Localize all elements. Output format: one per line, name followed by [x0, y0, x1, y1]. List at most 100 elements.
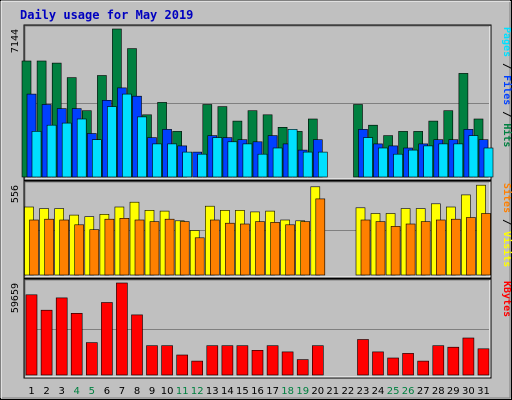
bar-kbytes-day-1	[25, 294, 38, 376]
bar-kbytes-day-6	[101, 302, 113, 376]
bar-pages-day-15	[242, 143, 253, 178]
x-tick-day-28: 28	[432, 386, 445, 397]
bar-kbytes-day-23	[357, 339, 369, 376]
legend-part: /	[501, 57, 512, 75]
legend-hits-files-pages: Pages / Files / Hits	[501, 27, 512, 147]
bar-pages-day-9	[152, 143, 162, 178]
panel-hits-files-pages	[21, 24, 494, 181]
bar-kbytes-day-17	[266, 345, 279, 376]
bar-sites-day-28	[435, 219, 446, 276]
x-tick-day-9: 9	[149, 386, 155, 397]
bar-kbytes-day-12	[191, 360, 203, 376]
bar-sites-day-29	[450, 218, 461, 276]
x-tick-day-8: 8	[134, 386, 140, 397]
bar-sites-day-11	[179, 221, 190, 276]
x-tick-day-2: 2	[43, 386, 49, 397]
bar-sites-day-24	[375, 221, 386, 276]
bar-kbytes-day-3	[55, 297, 68, 376]
x-tick-day-5: 5	[89, 386, 95, 397]
bar-sites-day-30	[466, 217, 476, 276]
bar-kbytes-day-25	[387, 357, 399, 376]
x-tick-day-21: 21	[326, 386, 339, 397]
bar-kbytes-day-9	[146, 345, 158, 376]
bar-sites-day-23	[360, 219, 371, 276]
bar-pages-day-14	[227, 141, 238, 178]
bar-pages-day-2	[46, 124, 57, 178]
bar-pages-day-28	[438, 143, 449, 178]
bar-kbytes-day-26	[402, 353, 414, 376]
bar-kbytes-day-10	[161, 345, 173, 376]
x-tick-day-25: 25	[387, 386, 400, 397]
bar-pages-day-13	[212, 137, 223, 178]
x-tick-day-18: 18	[281, 386, 294, 397]
x-tick-day-15: 15	[236, 386, 249, 397]
bar-pages-day-6	[107, 106, 117, 178]
legend-part: /	[501, 213, 512, 231]
bar-sites-day-20	[315, 198, 326, 276]
bar-kbytes-day-5	[86, 342, 98, 376]
bar-sites-day-12	[194, 237, 205, 276]
bar-pages-day-24	[378, 147, 388, 178]
x-tick-day-13: 13	[206, 386, 219, 397]
bar-pages-day-26	[408, 149, 418, 178]
legend-visits-sites: Sites / Visits	[501, 183, 512, 267]
bar-sites-day-5	[89, 229, 100, 276]
bar-kbytes-day-18	[281, 351, 294, 376]
bar-kbytes-day-19	[296, 359, 309, 376]
bar-pages-day-31	[483, 147, 494, 178]
x-tick-day-19: 19	[296, 386, 309, 397]
y-max-label-hits-files-pages: 7144	[10, 29, 21, 53]
bar-sites-day-18	[285, 224, 295, 276]
legend-part: Files	[501, 75, 512, 105]
x-tick-day-14: 14	[221, 386, 234, 397]
x-tick-day-4: 4	[74, 386, 80, 397]
bar-pages-day-8	[137, 116, 147, 178]
legend-part: /	[501, 105, 512, 123]
x-tick-day-17: 17	[266, 386, 279, 397]
bar-kbytes-day-7	[116, 282, 128, 376]
bar-sites-day-4	[74, 224, 84, 276]
bar-sites-day-9	[149, 221, 160, 276]
bar-kbytes-day-13	[206, 345, 219, 376]
bar-sites-day-1	[29, 219, 39, 276]
x-tick-day-16: 16	[251, 386, 264, 397]
bar-kbytes-day-8	[131, 314, 143, 376]
bar-pages-day-30	[468, 135, 479, 178]
x-tick-day-23: 23	[357, 386, 370, 397]
bar-pages-day-20	[317, 151, 328, 178]
bar-pages-day-27	[423, 145, 434, 178]
bar-pages-day-18	[287, 129, 298, 178]
bar-kbytes-day-2	[40, 309, 53, 376]
bar-pages-day-23	[363, 137, 373, 178]
legend-part: Pages	[501, 27, 512, 57]
x-tick-day-30: 30	[462, 386, 475, 397]
x-tick-day-6: 6	[104, 386, 110, 397]
x-tick-day-22: 22	[342, 386, 355, 397]
right-legends: Pages / Files / Hits Sites / Visits KBytes	[501, 27, 512, 317]
bar-sites-day-13	[210, 219, 220, 276]
bar-pages-day-4	[76, 118, 87, 178]
x-axis-ticks: 1 2 3 4 5 6 7 8 9 10 11 12 13 14 15 16 17 18 19 20 21 22 23 24 2…	[28, 386, 490, 397]
legend-kbytes: KBytes	[501, 281, 512, 317]
bar-sites-day-17	[270, 222, 280, 276]
bar-sites-day-25	[390, 226, 401, 276]
x-tick-day-29: 29	[447, 386, 460, 397]
bar-kbytes-day-4	[70, 312, 83, 376]
bar-kbytes-day-24	[372, 351, 384, 376]
x-tick-day-31: 31	[477, 386, 490, 397]
bar-sites-day-3	[59, 219, 70, 276]
bar-hits-day-30	[458, 73, 469, 178]
y-max-label-visits-sites: 556	[10, 185, 21, 203]
bar-pages-day-3	[61, 122, 72, 178]
bar-pages-day-16	[257, 153, 268, 178]
panel-kbytes	[23, 278, 492, 379]
bar-pages-day-5	[92, 139, 102, 178]
x-tick-day-12: 12	[191, 386, 204, 397]
bar-sites-day-27	[420, 221, 431, 276]
bar-pages-day-12	[197, 153, 207, 178]
bar-kbytes-day-31	[477, 348, 490, 376]
bar-kbytes-day-28	[432, 345, 445, 376]
bar-pages-day-1	[31, 131, 42, 178]
bar-sites-day-16	[255, 221, 265, 276]
x-tick-day-27: 27	[417, 386, 430, 397]
